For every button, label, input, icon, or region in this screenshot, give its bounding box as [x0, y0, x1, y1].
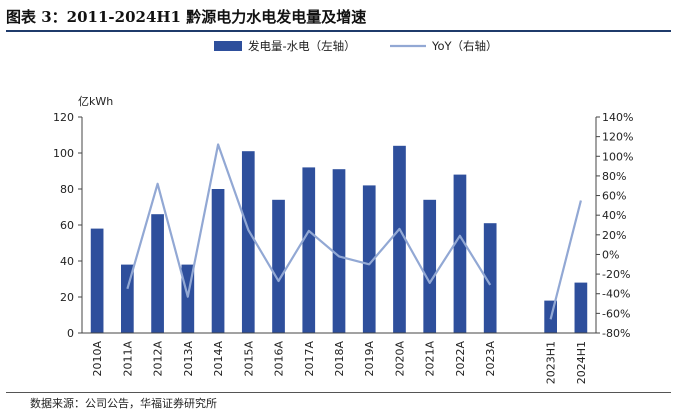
bar — [272, 199, 285, 333]
legend-line-label: YoY（右轴） — [431, 39, 498, 53]
yoy-series — [126, 143, 582, 320]
left-tick-label: 60 — [60, 219, 74, 232]
x-tick-label: 2023A — [484, 341, 497, 377]
right-tick-label: 40% — [602, 209, 626, 222]
right-tick-label: 60% — [602, 190, 626, 203]
x-tick-label: 2021A — [424, 341, 437, 377]
x-tick-label: 2012A — [152, 341, 165, 377]
right-axis: -80% -60% -40% -20% 0% 20% 40% 60% 80% 100% 120% 14… — [595, 111, 633, 340]
x-tick-label: 2013A — [182, 341, 195, 377]
x-tick-label: 2010A — [91, 341, 104, 377]
left-axis: 0 20 40 60 80 100 120 亿kWh — [53, 95, 113, 340]
right-tick-label: -80% — [602, 327, 630, 340]
x-tick-label: 2023H1 — [545, 341, 558, 384]
right-tick-label: 80% — [602, 170, 626, 183]
left-axis-unit: 亿kWh — [78, 95, 113, 108]
bar — [393, 145, 406, 333]
x-tick-label: 2016A — [273, 341, 286, 377]
x-axis: 2010A 2011A 2012A 2013A 2014A 2015A 2016A 2017A… — [82, 332, 596, 384]
bar-series — [90, 145, 588, 333]
x-tick-label: 2014A — [212, 341, 225, 377]
right-tick-label: 0% — [602, 248, 619, 261]
title-rule — [6, 30, 671, 32]
bar — [574, 282, 588, 333]
bar — [302, 167, 316, 333]
x-tick-label: 2020A — [393, 341, 406, 377]
right-tick-label: 100% — [602, 150, 633, 163]
bar — [90, 228, 104, 333]
bar — [332, 169, 346, 333]
right-tick-label: -60% — [602, 307, 630, 320]
x-tick-label: 2019A — [363, 341, 376, 377]
left-tick-label: 100 — [53, 147, 74, 160]
left-tick-label: 40 — [60, 255, 74, 268]
x-tick-label: 2015A — [242, 341, 255, 377]
x-tick-label: 2017A — [303, 341, 316, 377]
x-tick-label: 2024H1 — [575, 341, 588, 384]
bar — [211, 189, 225, 333]
right-tick-label: 20% — [602, 229, 626, 242]
bar — [151, 214, 164, 333]
left-tick-label: 0 — [67, 327, 74, 340]
yoy-line-segment — [126, 143, 492, 298]
legend: 发电量-水电（左轴） YoY（右轴） — [214, 39, 498, 53]
figure-source: 数据来源：公司公告，华福证券研究所 — [30, 397, 217, 410]
left-tick-label: 80 — [60, 183, 74, 196]
x-tick-label: 2018A — [333, 341, 346, 377]
left-tick-label: 20 — [60, 291, 74, 304]
legend-bar-label: 发电量-水电（左轴） — [248, 39, 356, 53]
right-tick-label: 120% — [602, 131, 633, 144]
legend-bar-swatch — [214, 41, 242, 51]
x-tick-label: 2022A — [454, 341, 467, 377]
bar — [483, 223, 497, 333]
figure-title: 图表 3：2011-2024H1 黔源电力水电发电量及增速 — [6, 8, 367, 26]
left-tick-label: 120 — [53, 111, 74, 124]
source-rule — [6, 392, 671, 393]
x-tick-label: 2011A — [121, 341, 134, 377]
bar — [423, 199, 437, 333]
bar — [241, 151, 255, 333]
bar — [453, 174, 467, 333]
bar — [362, 185, 376, 333]
right-tick-label: -20% — [602, 268, 630, 281]
right-tick-label: 140% — [602, 111, 633, 124]
yoy-line-segment — [549, 200, 582, 320]
right-tick-label: -40% — [602, 288, 630, 301]
